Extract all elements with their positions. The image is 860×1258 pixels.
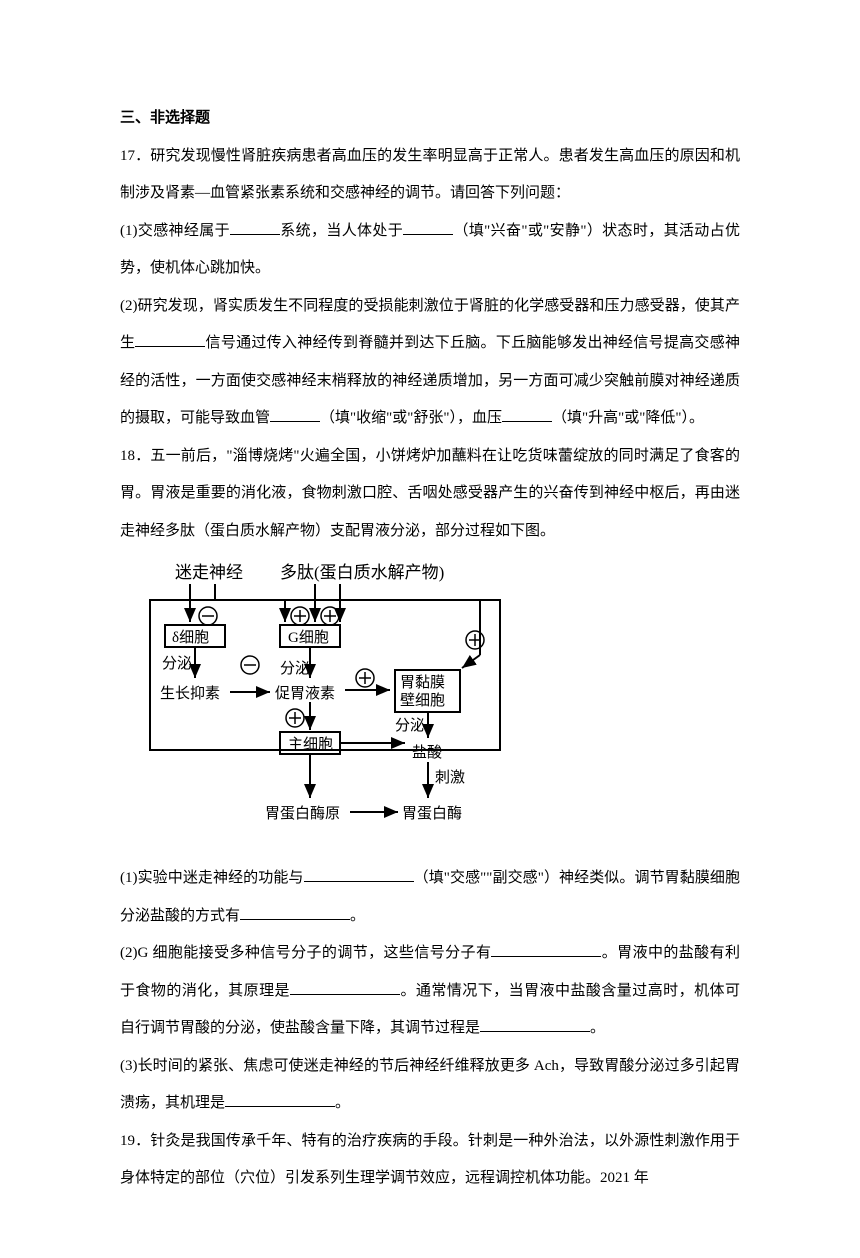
- q17-p2-text-d: （填"升高"或"降低"）。: [552, 410, 704, 426]
- blank-fill: [270, 406, 320, 422]
- label-delta: δ细胞: [172, 629, 209, 646]
- q17-part1: (1)交感神经属于系统，当人体处于（填"兴奋"或"安静"）状态时，其活动占优势，…: [120, 213, 740, 288]
- label-gcell: G细胞: [288, 629, 329, 646]
- blank-fill: [502, 406, 552, 422]
- q17-p1-text-b: 系统，当人体处于: [280, 223, 403, 239]
- q18-p2-text-a: (2)G 细胞能接受多种信号分子的调节，这些信号分子有: [120, 945, 491, 961]
- label-gastrin: 促胃液素: [275, 685, 335, 702]
- label-mucosa-2: 壁细胞: [400, 692, 445, 709]
- q18-p1-text-c: 。: [350, 908, 365, 924]
- q18-intro: 18．五一前后，"淄博烧烤"火遍全国，小饼烤炉加蘸料在让吃货味蕾绽放的同时满足了…: [120, 438, 740, 551]
- blank-fill: [240, 904, 350, 920]
- blank-fill: [403, 219, 453, 235]
- q17-part2: (2)研究发现，肾实质发生不同程度的受损能刺激位于肾脏的化学感受器和压力感受器，…: [120, 288, 740, 438]
- q19-intro: 19．针灸是我国传承千年、特有的治疗疾病的手段。针刺是一种外治法，以外源性刺激作…: [120, 1123, 740, 1198]
- blank-fill: [230, 219, 280, 235]
- label-secrete-2: 分泌: [280, 660, 310, 677]
- label-secrete-3: 分泌: [395, 717, 425, 734]
- q18-p1-text-a: (1)实验中迷走神经的功能与: [120, 870, 304, 886]
- q18-part2: (2)G 细胞能接受多种信号分子的调节，这些信号分子有。胃液中的盐酸有利于食物的…: [120, 935, 740, 1048]
- document-page: 三、非选择题 17．研究发现慢性肾脏疾病患者高血压的发生率明显高于正常人。患者发…: [0, 0, 860, 1258]
- q18-part1: (1)实验中迷走神经的功能与（填"交感""副交感"）神经类似。调节胃黏膜细胞分泌…: [120, 860, 740, 935]
- blank-fill: [135, 331, 205, 347]
- label-pepsinogen: 胃蛋白酶原: [265, 805, 340, 822]
- label-secrete-1: 分泌: [162, 655, 192, 672]
- flowchart-svg: 迷走神经 多肽(蛋白质水解产物) δ细胞: [140, 560, 510, 850]
- label-peptide: 多肽(蛋白质水解产物): [280, 563, 444, 582]
- q18-p3-text-a: (3)长时间的紧张、焦虑可使迷走神经的节后神经纤维释放更多 Ach，导致胃酸分泌…: [120, 1058, 740, 1112]
- label-hcl: 盐酸: [412, 744, 442, 761]
- section-heading: 三、非选择题: [120, 100, 740, 138]
- q18-diagram: 迷走神经 多肽(蛋白质水解产物) δ细胞: [140, 560, 740, 850]
- blank-fill: [225, 1091, 335, 1107]
- q18-p2-text-d: 。: [590, 1020, 605, 1036]
- label-stimulate: 刺激: [435, 769, 465, 786]
- blank-fill: [491, 941, 601, 957]
- q18-p3-text-b: 。: [335, 1095, 350, 1111]
- q18-part3: (3)长时间的紧张、焦虑可使迷走神经的节后神经纤维释放更多 Ach，导致胃酸分泌…: [120, 1048, 740, 1123]
- blank-fill: [290, 979, 400, 995]
- label-growth-inhibitor: 生长抑素: [160, 685, 220, 702]
- q17-p1-text-a: (1)交感神经属于: [120, 223, 230, 239]
- label-vagus: 迷走神经: [175, 563, 243, 582]
- label-chief: 主细胞: [288, 736, 333, 753]
- blank-fill: [480, 1016, 590, 1032]
- q17-p2-text-c: （填"收缩"或"舒张"），血压: [320, 410, 502, 426]
- label-pepsin: 胃蛋白酶: [402, 805, 462, 822]
- blank-fill: [304, 866, 414, 882]
- q17-intro: 17．研究发现慢性肾脏疾病患者高血压的发生率明显高于正常人。患者发生高血压的原因…: [120, 138, 740, 213]
- label-mucosa-1: 胃黏膜: [400, 674, 445, 691]
